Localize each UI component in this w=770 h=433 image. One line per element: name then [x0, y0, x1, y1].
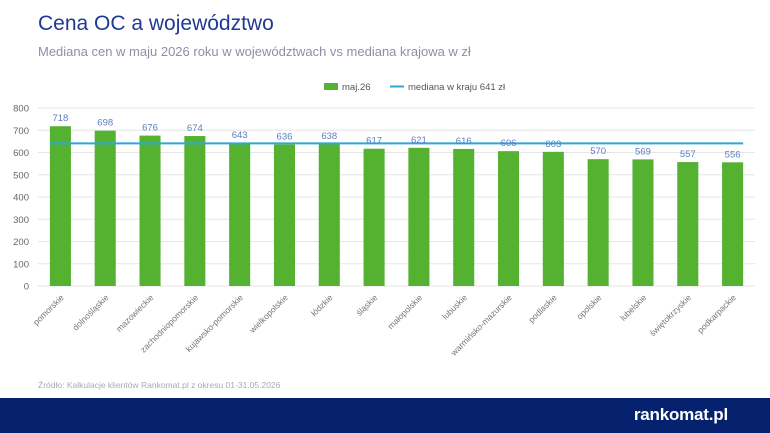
x-tick-label: małopolskie	[386, 292, 425, 331]
value-labels: 718 698 676 674 643 636 638 617 621 616 606 603 570 5…	[52, 113, 740, 160]
y-tick-label: 800	[13, 104, 29, 115]
legend-median-label: mediana w kraju 641 zł	[408, 82, 506, 93]
legend-bar-swatch	[324, 83, 338, 90]
legend-series-label: maj.26	[342, 82, 371, 93]
x-tick-label: lubelskie	[618, 292, 649, 323]
data-label: 617	[366, 136, 382, 147]
brand-logo: rankomat.pl	[633, 405, 728, 424]
data-label: 698	[97, 118, 113, 129]
data-label: 676	[142, 123, 158, 134]
bar	[408, 147, 430, 286]
x-tick-label: podkarpackie	[695, 292, 738, 335]
data-label: 674	[187, 123, 203, 134]
data-label: 616	[456, 136, 472, 147]
y-tick-label: 300	[13, 215, 29, 226]
x-tick-label: mazowieckie	[114, 292, 156, 334]
data-label: 556	[725, 149, 741, 160]
x-tick-label: lubuskie	[440, 292, 469, 321]
data-label: 638	[321, 131, 337, 142]
chart-title: Cena OC a województwo	[38, 12, 274, 35]
y-axis-ticks: 0 100 200 300 400 500 600 700 800	[13, 104, 29, 293]
y-tick-label: 400	[13, 193, 29, 204]
bar	[229, 142, 251, 286]
bar-chart: maj.26 mediana w kraju 641 zł 0 100 200 300…	[13, 82, 755, 358]
bar	[184, 136, 206, 286]
x-tick-label: wielkopolskie	[247, 292, 290, 335]
bar	[677, 162, 699, 286]
y-tick-label: 200	[13, 237, 29, 248]
bar	[94, 130, 116, 286]
bars	[49, 126, 744, 287]
data-label: 557	[680, 149, 696, 160]
x-tick-label: podlaskie	[526, 292, 559, 325]
bar	[722, 162, 744, 286]
y-tick-label: 500	[13, 170, 29, 181]
data-label: 636	[277, 131, 293, 142]
bar	[498, 151, 520, 286]
y-tick-label: 600	[13, 148, 29, 159]
chart-subtitle: Mediana cen w maju 2026 roku w województ…	[38, 44, 471, 59]
data-label: 621	[411, 135, 427, 146]
data-label: 718	[52, 113, 68, 124]
legend: maj.26 mediana w kraju 641 zł	[324, 82, 506, 93]
bar	[542, 151, 564, 286]
bar	[632, 159, 654, 286]
bar	[587, 159, 609, 286]
y-tick-label: 0	[24, 282, 29, 293]
y-tick-label: 700	[13, 126, 29, 137]
x-axis-labels: pomorskie dolnośląskie mazowieckiezachodni…	[31, 292, 738, 358]
data-label: 569	[635, 146, 651, 157]
x-tick-label: świętokrzyskie	[647, 292, 693, 338]
data-label: 603	[545, 139, 561, 150]
bar	[139, 135, 161, 286]
data-label: 606	[501, 138, 517, 149]
y-tick-label: 100	[13, 259, 29, 270]
bar	[318, 144, 340, 286]
x-tick-label: opolskie	[574, 292, 603, 321]
bar	[363, 148, 385, 286]
x-tick-label: pomorskie	[31, 292, 66, 327]
x-tick-label: dolnośląskie	[70, 292, 110, 332]
bar	[273, 144, 295, 286]
data-label: 643	[232, 130, 248, 141]
source-note: Źródło: Kalkulacje klientów Rankomat.pl …	[38, 380, 281, 390]
bar	[49, 126, 71, 287]
x-tick-label: łódzkie	[309, 292, 335, 318]
x-tick-label: śląskie	[354, 292, 380, 318]
bar	[453, 148, 475, 286]
data-label: 570	[590, 146, 606, 157]
footer-bar: rankomat.pl	[0, 398, 770, 433]
